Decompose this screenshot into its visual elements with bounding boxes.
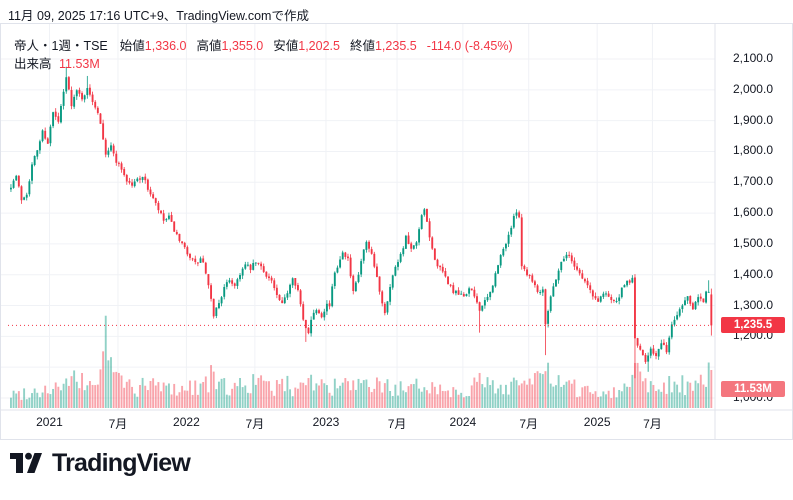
volume-label: 出来高 <box>14 57 52 71</box>
volume-legend: 出来高 11.53M <box>14 53 100 72</box>
volume-value: 11.53M <box>59 57 100 71</box>
time-axis-label: 7月 <box>387 417 407 431</box>
price-axis-label: 1,700.0 <box>732 174 773 189</box>
time-axis-label: 7月 <box>108 417 128 431</box>
close-label: 終値 <box>349 39 375 53</box>
price-axis-label: 2,000.0 <box>732 81 773 96</box>
price-axis-label: 2,100.0 <box>732 51 773 65</box>
price-axis-label: 1,600.0 <box>732 205 773 220</box>
price-axis-label: 1,400.0 <box>732 266 773 281</box>
last-volume-badge: 11.53M <box>721 381 785 397</box>
high-label: 高値 <box>196 39 222 53</box>
last-price-badge: 1,235.5 <box>721 317 785 334</box>
time-axis-label: 2022 <box>173 415 200 429</box>
time-axis-label: 2024 <box>449 415 477 429</box>
time-axis-label: 2021 <box>36 415 63 429</box>
symbol-legend: 帝人・1週・TSE 始値1,336.0 高値1,355.0 安値1,202.5 終値1,… <box>14 35 513 54</box>
tradingview-wordmark: TradingView <box>52 448 191 477</box>
high-value: 1,355.0 <box>221 39 264 53</box>
low-value: 1,202.5 <box>298 39 340 53</box>
change-value: -114.0 (-8.45%) <box>426 39 513 53</box>
time-axis-label: 7月 <box>519 417 539 431</box>
symbol-title[interactable]: 帝人・1週・TSE <box>14 39 108 53</box>
time-axis-label: 2025 <box>583 415 611 429</box>
creation-timestamp: 11月 09, 2025 17:16 UTC+9、TradingView.com… <box>8 9 309 23</box>
price-axis-label: 1,300.0 <box>732 297 773 312</box>
time-axis-label: 2023 <box>312 415 340 429</box>
price-axis-label: 1,800.0 <box>732 143 773 158</box>
tradingview-logo[interactable]: TradingView <box>8 448 191 478</box>
time-axis-label: 7月 <box>643 417 662 431</box>
tradingview-logo-icon <box>10 452 42 473</box>
time-axis-label: 7月 <box>245 417 265 431</box>
low-label: 安値 <box>273 39 299 53</box>
price-axis-label: 1,900.0 <box>732 112 773 127</box>
price-axis-label: 1,500.0 <box>732 235 773 250</box>
open-value: 1,336.0 <box>144 39 187 53</box>
close-value: 1,235.5 <box>374 39 417 53</box>
open-label: 始値 <box>119 39 145 53</box>
